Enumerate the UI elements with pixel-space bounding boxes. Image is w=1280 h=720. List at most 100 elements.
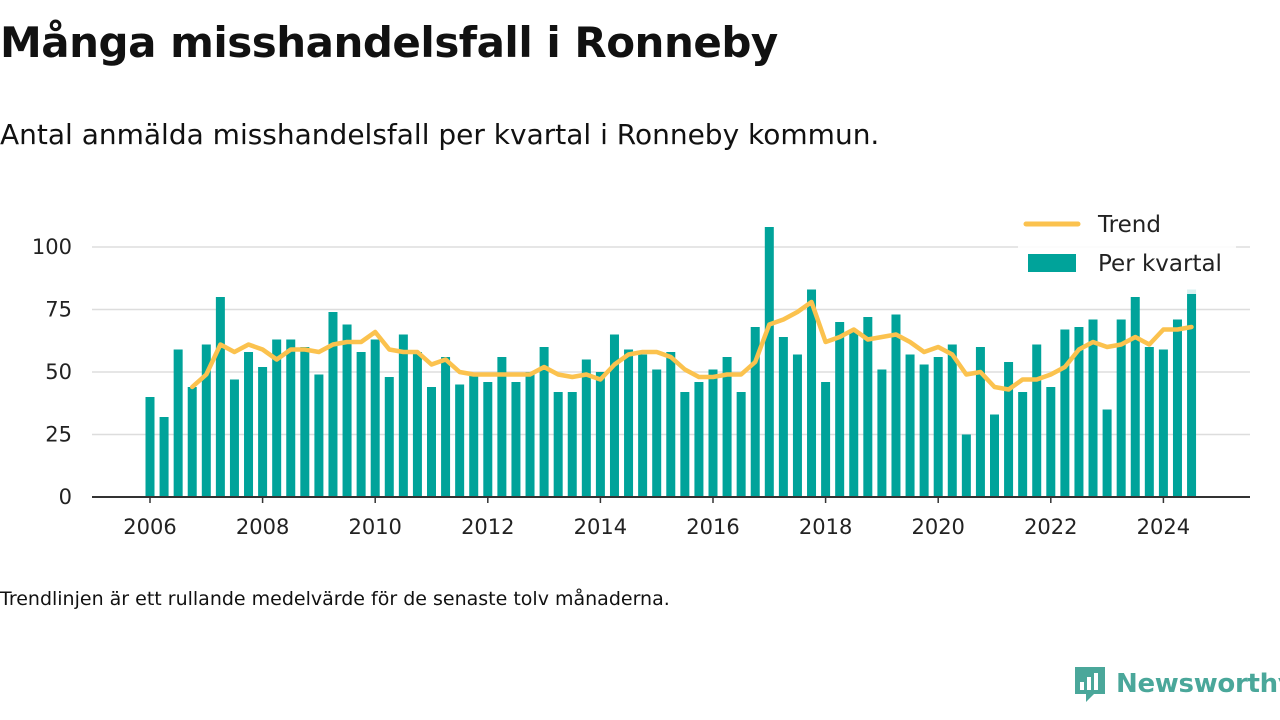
bar-2023-Q2: [1116, 319, 1126, 497]
legend: Trend Per kvartal: [1018, 210, 1236, 294]
bar-2011-Q3: [455, 384, 465, 497]
bar-2013-Q1: [539, 347, 549, 497]
bar-2009-Q3: [342, 324, 352, 497]
bar-2018-Q1: [821, 382, 831, 497]
bar-2022-Q2: [1060, 329, 1070, 497]
bar-2007-Q2: [215, 297, 225, 497]
bar-2006-Q2: [159, 417, 169, 497]
y-tick-label-25: 25: [45, 423, 72, 447]
x-tick-label-2024: 2024: [1137, 515, 1190, 539]
bar-2007-Q3: [229, 379, 239, 497]
bar-2017-Q1: [764, 227, 774, 497]
bar-2013-Q2: [553, 392, 563, 497]
x-tick-label-2006: 2006: [123, 515, 176, 539]
bar-2016-Q2: [722, 357, 732, 497]
bar-2018-Q4: [863, 317, 873, 497]
x-tick-label-2014: 2014: [574, 515, 627, 539]
bar-2012-Q4: [525, 372, 535, 497]
x-tick-label-2022: 2022: [1024, 515, 1077, 539]
legend-trend-label: Trend: [1097, 212, 1161, 238]
legend-bar-swatch: [1028, 254, 1076, 272]
x-tick-label-2012: 2012: [461, 515, 514, 539]
bar-2020-Q4: [975, 347, 985, 497]
x-tick-label-2020: 2020: [911, 515, 964, 539]
bar-2019-Q2: [891, 314, 901, 497]
bar-2018-Q2: [835, 322, 845, 497]
bar-2008-Q1: [258, 367, 268, 497]
bar-2013-Q4: [581, 359, 591, 497]
bar-2017-Q4: [807, 289, 817, 497]
bar-2010-Q4: [412, 352, 422, 497]
bar-2024-Q1: [1158, 349, 1168, 497]
bar-2015-Q2: [666, 352, 676, 497]
x-tick-label-2008: 2008: [236, 515, 289, 539]
x-tick-label-2016: 2016: [686, 515, 739, 539]
chart-title: Många misshandelsfall i Ronneby: [0, 18, 778, 67]
bar-2020-Q3: [961, 434, 971, 497]
x-tick-label-2010: 2010: [348, 515, 401, 539]
bar-2011-Q1: [427, 387, 436, 497]
bar-2012-Q2: [497, 357, 507, 497]
bar-2024-Q2: [1172, 319, 1182, 497]
brand-logo: Newsworthy: [1072, 664, 1280, 704]
bar-2006-Q1: [145, 397, 155, 497]
bar-2012-Q3: [511, 382, 521, 497]
x-tick-label-2018: 2018: [799, 515, 852, 539]
bar-2007-Q1: [201, 344, 211, 497]
axes: 2006 2008 2010 2012 2014 2016 2018 2020 2022 2024…: [32, 235, 1250, 539]
y-tick-label-75: 75: [45, 298, 72, 322]
bar-2023-Q3: [1130, 297, 1140, 497]
bar-2013-Q3: [567, 392, 577, 497]
bar-2022-Q1: [1046, 387, 1056, 497]
bar-2021-Q3: [1018, 392, 1028, 497]
trend-line: [189, 299, 1194, 392]
bar-2016-Q3: [736, 392, 746, 497]
bar-2006-Q4: [187, 387, 197, 497]
bar-2008-Q3: [286, 339, 296, 497]
bar-2011-Q4: [469, 374, 479, 497]
bar-series: [145, 227, 1197, 497]
bar-2023-Q4: [1144, 347, 1154, 497]
bar-2017-Q3: [792, 354, 802, 497]
bar-2019-Q3: [905, 354, 915, 497]
trend-series: [189, 299, 1194, 392]
bar-2008-Q2: [272, 339, 282, 497]
bar-2019-Q1: [877, 369, 887, 497]
bar-2006-Q3: [173, 349, 183, 497]
bar-2021-Q4: [1032, 344, 1042, 497]
bar-2020-Q1: [933, 357, 943, 497]
chart-footnote: Trendlinjen är ett rullande medelvärde f…: [0, 588, 670, 610]
bar-2022-Q3: [1074, 327, 1084, 497]
bar-2016-Q1: [708, 369, 718, 497]
bar-2014-Q2: [609, 334, 619, 497]
bar-2020-Q2: [947, 344, 957, 497]
bar-2010-Q1: [370, 339, 380, 497]
bar-2010-Q3: [398, 334, 408, 497]
bar-2009-Q1: [314, 374, 324, 497]
bar-2021-Q2: [1004, 362, 1014, 497]
bar-2010-Q2: [384, 377, 394, 497]
bar-2014-Q1: [595, 372, 605, 497]
bar-2017-Q2: [778, 337, 788, 497]
brand-name: Newsworthy: [1116, 669, 1280, 699]
bar-2024-Q3: [1187, 289, 1197, 497]
y-tick-label-0: 0: [59, 485, 72, 509]
bar-2015-Q4: [694, 382, 704, 497]
bar-2007-Q4: [244, 352, 254, 497]
legend-bar-label: Per kvartal: [1098, 251, 1222, 277]
y-tick-label-100: 100: [32, 235, 72, 259]
bar-2015-Q1: [652, 369, 662, 497]
chart: 2006 2008 2010 2012 2014 2016 2018 2020 2022 2024…: [32, 210, 1250, 539]
chart-subtitle: Antal anmälda misshandelsfall per kvarta…: [0, 118, 880, 151]
bar-2012-Q1: [483, 382, 493, 497]
bar-2015-Q3: [680, 392, 690, 497]
bar-2011-Q2: [441, 357, 451, 497]
bar-2014-Q3: [624, 349, 634, 497]
y-tick-label-50: 50: [45, 360, 72, 384]
bar-2019-Q4: [919, 364, 929, 497]
bar-2018-Q3: [849, 332, 859, 497]
bar-2008-Q4: [300, 347, 310, 497]
newsworthy-icon: [1075, 667, 1105, 702]
bar-2023-Q1: [1102, 409, 1112, 497]
bar-2014-Q4: [638, 354, 648, 497]
